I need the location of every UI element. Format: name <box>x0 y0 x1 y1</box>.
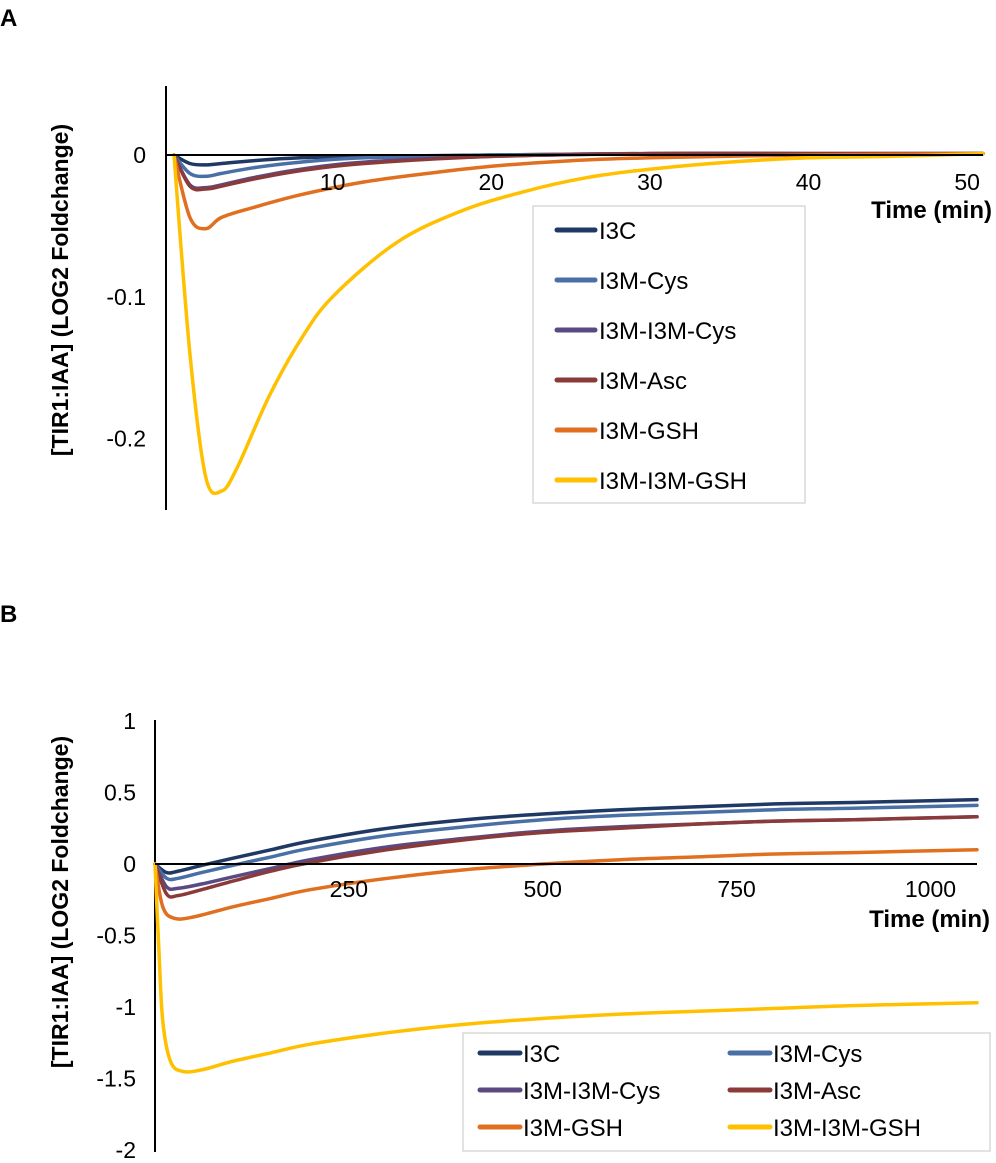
panel-b-y-tick-label: 1 <box>123 708 136 734</box>
panel-b-legend-label-i3m-asc: I3M-Asc <box>773 1078 861 1105</box>
panel-a-x-tick-label: 40 <box>796 169 822 195</box>
panel-b-y-tick-label: 0.5 <box>104 780 136 806</box>
panel-b-legend: I3C I3M-Cys I3M-I3M-Cys I3M-Asc I3M-GSH I3M-I… <box>462 1032 991 1152</box>
panel-a-legend: I3C I3M-Cys I3M-I3M-Cys I3M-Asc I3M-GSH I3M-I… <box>532 205 806 504</box>
panel-b-y-tick-label: -1.5 <box>96 1066 136 1092</box>
panel-b-series-i3m-cys <box>153 803 979 882</box>
panel-b-legend-label-i3m-gsh: I3M-GSH <box>523 1115 623 1142</box>
panel-a-y-axis-label: [TIR1:IAA] (LOG2 Foldchange) <box>47 124 73 456</box>
panel-b-x-tick-label: 500 <box>524 876 562 902</box>
panel-a-legend-box <box>532 205 806 504</box>
panel-b-y-tick-label: 0 <box>123 851 136 877</box>
panel-b-y-tick-label: -1 <box>116 994 136 1020</box>
panel-a-y-tick-label: 0 <box>133 142 146 168</box>
panel-a-legend-label-i3m-i3m-gsh: I3M-I3M-GSH <box>599 468 747 495</box>
panel-b-legend-label-i3c: I3C <box>523 1041 560 1068</box>
panel-b-legend-label-i3m-cys: I3M-Cys <box>773 1041 862 1068</box>
panel-b-x-tick-label: 1000 <box>905 876 956 902</box>
panel-a-y-tick-label: -0.1 <box>106 284 146 310</box>
panel-a-legend-label-i3m-asc: I3M-Asc <box>599 368 687 395</box>
panel-a-x-axis-label: Time (min) <box>871 197 992 224</box>
panel-a-x-tick-label: 50 <box>954 169 980 195</box>
panel-b-chart: B [TIR1:IAA] (LOG2 Foldchange) 1 0.5 0 -0.5… <box>0 601 991 1163</box>
panel-b-letter: B <box>0 601 17 628</box>
panel-b-legend-label-i3m-i3m-cys: I3M-I3M-Cys <box>523 1078 660 1105</box>
panel-b-series-i3c <box>153 797 979 875</box>
panel-a-legend-label-i3m-gsh: I3M-GSH <box>599 418 699 445</box>
panel-a-legend-label-i3c: I3C <box>599 218 636 245</box>
panel-b-x-tick-label: 750 <box>717 876 755 902</box>
panel-a-series-i3m-asc <box>172 151 985 192</box>
panel-b-legend-box <box>462 1032 991 1152</box>
panel-b-legend-label-i3m-i3m-gsh: I3M-I3M-GSH <box>773 1115 921 1142</box>
panel-a-x-tick-label: 30 <box>637 169 663 195</box>
panel-b-y-axis-label: [TIR1:IAA] (LOG2 Foldchange) <box>47 736 73 1068</box>
panel-a-x-tick-label: 20 <box>478 169 504 195</box>
panel-b-y-tick-label: -0.5 <box>96 923 136 949</box>
panel-a-series-i3m-i3m-gsh <box>172 151 985 496</box>
panel-b-y-tick-label: -2 <box>116 1137 136 1163</box>
panel-a-series-i3m-gsh <box>172 151 985 231</box>
panel-b-series-i3m-i3m-gsh <box>153 862 979 1074</box>
panel-a-legend-label-i3m-cys: I3M-Cys <box>599 268 688 295</box>
panel-a-x-tick-label: 10 <box>320 169 346 195</box>
panel-b-x-axis-label: Time (min) <box>869 906 990 933</box>
panel-b-series-i3m-gsh <box>153 847 979 921</box>
panel-a-chart: A [TIR1:IAA] (LOG2 Foldchange) 0 -0.1 -0.2… <box>0 5 992 510</box>
panel-b-x-tick-label: 250 <box>330 876 368 902</box>
panel-a-legend-label-i3m-i3m-cys: I3M-I3M-Cys <box>599 318 736 345</box>
panel-a-letter: A <box>0 5 17 32</box>
panel-a-y-tick-label: -0.2 <box>106 426 146 452</box>
panel-b-series-i3m-asc <box>153 815 979 899</box>
